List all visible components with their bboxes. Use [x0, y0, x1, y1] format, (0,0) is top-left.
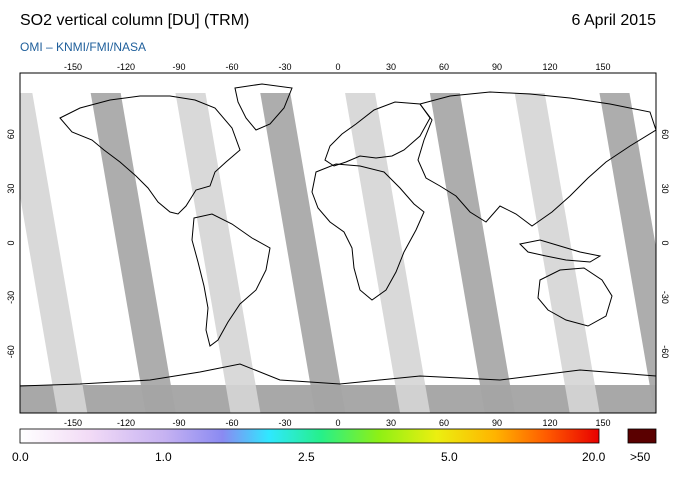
north-america-outline [59, 95, 241, 215]
indonesia-outline [518, 239, 602, 263]
lon-tick-bottom: 30 [386, 418, 396, 428]
colorbar-label-overflow: >50 [630, 450, 651, 464]
lat-tick-right: -30 [660, 291, 670, 304]
lon-tick-bottom: -90 [172, 418, 185, 428]
south-america-outline [191, 213, 271, 347]
map-date: 6 April 2015 [571, 12, 656, 29]
map-title: SO2 vertical column [DU] (TRM) [20, 12, 250, 29]
lon-tick-top: -90 [172, 62, 185, 72]
colorbar-label-1: 1.0 [155, 450, 172, 464]
lon-tick-top: -30 [278, 62, 291, 72]
lon-tick-bottom: 60 [439, 418, 449, 428]
lat-tick-right: 30 [660, 184, 670, 194]
asia-outline [417, 91, 656, 227]
swath-6 [514, 93, 600, 413]
lon-ticks-bottom: -150 -120 -90 -60 -30 0 30 60 90 120 150 [64, 418, 611, 428]
lon-tick-top: 60 [439, 62, 449, 72]
map-subtitle: OMI – KNMI/FMI/NASA [20, 40, 147, 54]
australia-outline [537, 267, 613, 327]
lon-ticks-top: -150 -120 -90 -60 -30 0 30 60 90 120 150 [64, 62, 611, 72]
colorbar-label-2: 2.5 [298, 450, 315, 464]
africa-outline [311, 163, 425, 301]
swath-0 [20, 93, 88, 413]
lon-tick-bottom: 0 [335, 418, 340, 428]
lon-tick-top: 0 [335, 62, 340, 72]
lon-tick-bottom: 120 [542, 418, 557, 428]
lat-ticks-left: 60 30 0 -30 -60 [6, 129, 16, 358]
colorbar-label-3: 5.0 [441, 450, 458, 464]
lon-tick-bottom: 90 [492, 418, 502, 428]
lat-tick-left: -30 [6, 291, 16, 304]
swath-7 [599, 93, 656, 413]
lon-tick-bottom: -30 [278, 418, 291, 428]
coastlines [20, 83, 656, 387]
lat-tick-right: 0 [660, 240, 670, 245]
lon-tick-top: -120 [117, 62, 135, 72]
lon-tick-bottom: 150 [595, 418, 610, 428]
lon-tick-bottom: -60 [225, 418, 238, 428]
greenland-outline [234, 83, 293, 131]
lat-tick-left: 0 [6, 240, 16, 245]
lat-ticks-right: 60 30 0 -30 -60 [660, 129, 670, 358]
antarctica-outline [20, 363, 656, 387]
europe-outline [324, 101, 431, 167]
lon-tick-top: -60 [225, 62, 238, 72]
colorbar-label-0: 0.0 [12, 450, 29, 464]
lon-tick-top: 150 [595, 62, 610, 72]
lon-tick-top: 30 [386, 62, 396, 72]
lat-tick-right: -60 [660, 345, 670, 358]
lat-tick-left: 60 [6, 129, 16, 139]
lon-tick-top: -150 [64, 62, 82, 72]
lon-tick-bottom: -150 [64, 418, 82, 428]
colorbar-overflow [627, 428, 657, 444]
colorbar-label-4: 20.0 [582, 450, 606, 464]
swath-5 [429, 93, 515, 413]
swath-3 [260, 93, 346, 413]
map-frame [19, 72, 657, 414]
swath-4 [345, 93, 431, 413]
lat-tick-right: 60 [660, 129, 670, 139]
swath-1 [90, 93, 176, 413]
colorbar [19, 428, 600, 444]
lon-tick-bottom: -120 [117, 418, 135, 428]
swath-2 [175, 93, 261, 413]
satellite-swaths [20, 93, 656, 413]
lat-tick-left: 30 [6, 184, 16, 194]
lon-tick-top: 120 [542, 62, 557, 72]
lon-tick-top: 90 [492, 62, 502, 72]
lat-tick-left: -60 [6, 345, 16, 358]
